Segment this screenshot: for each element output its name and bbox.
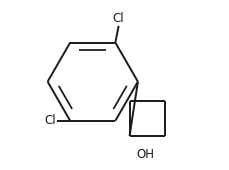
Text: Cl: Cl xyxy=(44,114,56,127)
Text: Cl: Cl xyxy=(113,12,125,25)
Text: OH: OH xyxy=(136,148,154,161)
